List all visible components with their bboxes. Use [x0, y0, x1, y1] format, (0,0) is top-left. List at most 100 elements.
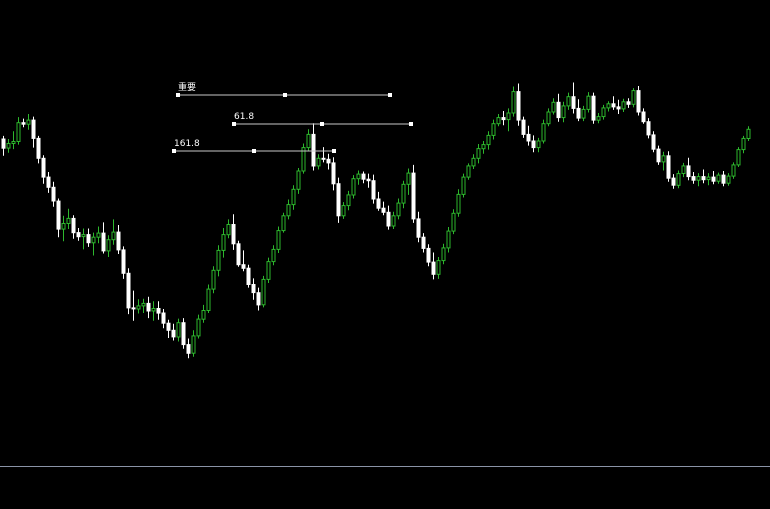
candle: [516, 83, 521, 126]
candle: [551, 98, 556, 115]
candle: [681, 162, 686, 178]
candle: [451, 209, 456, 235]
candle-body: [686, 165, 691, 178]
candle: [711, 171, 716, 185]
level-line-1-handle-start[interactable]: [176, 93, 180, 97]
candle-body: [661, 155, 666, 163]
candle-body: [416, 218, 421, 238]
candle-body: [306, 133, 311, 149]
candle-body: [521, 119, 526, 135]
candle-body: [246, 267, 251, 286]
candle: [416, 211, 421, 243]
level-line-1-handle-mid[interactable]: [283, 93, 287, 97]
candle-body: [481, 144, 486, 150]
candle: [356, 170, 361, 185]
candle-body: [601, 107, 606, 118]
candle-body: [226, 224, 231, 236]
candle-body: [506, 112, 511, 121]
candle: [361, 171, 366, 184]
candle-body: [146, 302, 151, 312]
candle-body: [626, 101, 631, 105]
level-line-3-handle-end[interactable]: [332, 149, 336, 153]
candle: [261, 275, 266, 308]
candle-body: [161, 312, 166, 324]
candle-body: [541, 123, 546, 142]
candle-body: [321, 157, 326, 160]
candle-body: [666, 155, 671, 179]
candle: [611, 96, 616, 110]
candle-body: [136, 305, 141, 310]
candle: [581, 105, 586, 122]
candle-body: [251, 284, 256, 294]
candle-body: [696, 176, 701, 181]
candle: [741, 135, 746, 154]
candle: [221, 228, 226, 258]
level-line-3[interactable]: 161.8: [172, 139, 336, 153]
candle-body: [46, 176, 51, 188]
candle: [286, 199, 291, 220]
level-line-2-handle-mid[interactable]: [320, 122, 324, 126]
candle: [106, 235, 111, 257]
candle-body: [571, 96, 576, 109]
candle-body: [591, 95, 596, 121]
level-line-2-handle-end[interactable]: [409, 122, 413, 126]
candle-body: [376, 198, 381, 209]
candle: [606, 101, 611, 112]
candle: [491, 119, 496, 140]
candle-body: [51, 186, 56, 202]
candle-body: [331, 162, 336, 185]
candle: [531, 135, 536, 153]
candle: [576, 99, 581, 122]
candle: [696, 173, 701, 187]
level-line-3-handle-mid[interactable]: [252, 149, 256, 153]
candle-body: [636, 90, 641, 113]
level-label-2: 61.8: [234, 112, 254, 122]
candle: [536, 137, 541, 153]
candle-body: [426, 247, 431, 263]
candle: [386, 205, 391, 230]
candle-body: [421, 236, 426, 249]
candle-body: [176, 322, 181, 338]
candle-body: [691, 176, 696, 181]
candle-body: [11, 141, 16, 144]
candle-body: [596, 116, 601, 121]
candle: [621, 98, 626, 112]
level-line-2[interactable]: 61.8: [232, 112, 413, 126]
candle: [421, 233, 426, 253]
candle: [546, 108, 551, 127]
candle-body: [441, 247, 446, 262]
candle: [626, 98, 631, 108]
candle: [26, 114, 31, 130]
candle-body: [436, 260, 441, 275]
candles-layer: [1, 82, 751, 359]
candle-body: [206, 288, 211, 312]
candle-body: [171, 329, 176, 338]
candle: [266, 257, 271, 283]
candle: [671, 174, 676, 189]
candle-body: [406, 172, 411, 185]
candle-body: [36, 137, 41, 159]
level-line-1[interactable]: 重要: [176, 81, 392, 97]
candle-body: [131, 307, 136, 310]
candle-body: [531, 140, 536, 149]
candle: [96, 226, 101, 244]
candle-body: [91, 236, 96, 244]
candle-body: [466, 165, 471, 178]
candle-body: [96, 232, 101, 238]
candle: [706, 173, 711, 186]
candle-body: [266, 261, 271, 280]
candle: [396, 198, 401, 220]
candle-body: [126, 272, 131, 309]
level-line-2-handle-start[interactable]: [232, 122, 236, 126]
candle: [141, 298, 146, 313]
candle: [191, 330, 196, 357]
candle: [646, 118, 651, 139]
candle: [586, 92, 591, 113]
level-line-3-handle-start[interactable]: [172, 149, 176, 153]
candle-body: [486, 134, 491, 146]
candle-body: [641, 111, 646, 123]
level-line-1-handle-end[interactable]: [388, 93, 392, 97]
candle-body: [116, 231, 121, 251]
